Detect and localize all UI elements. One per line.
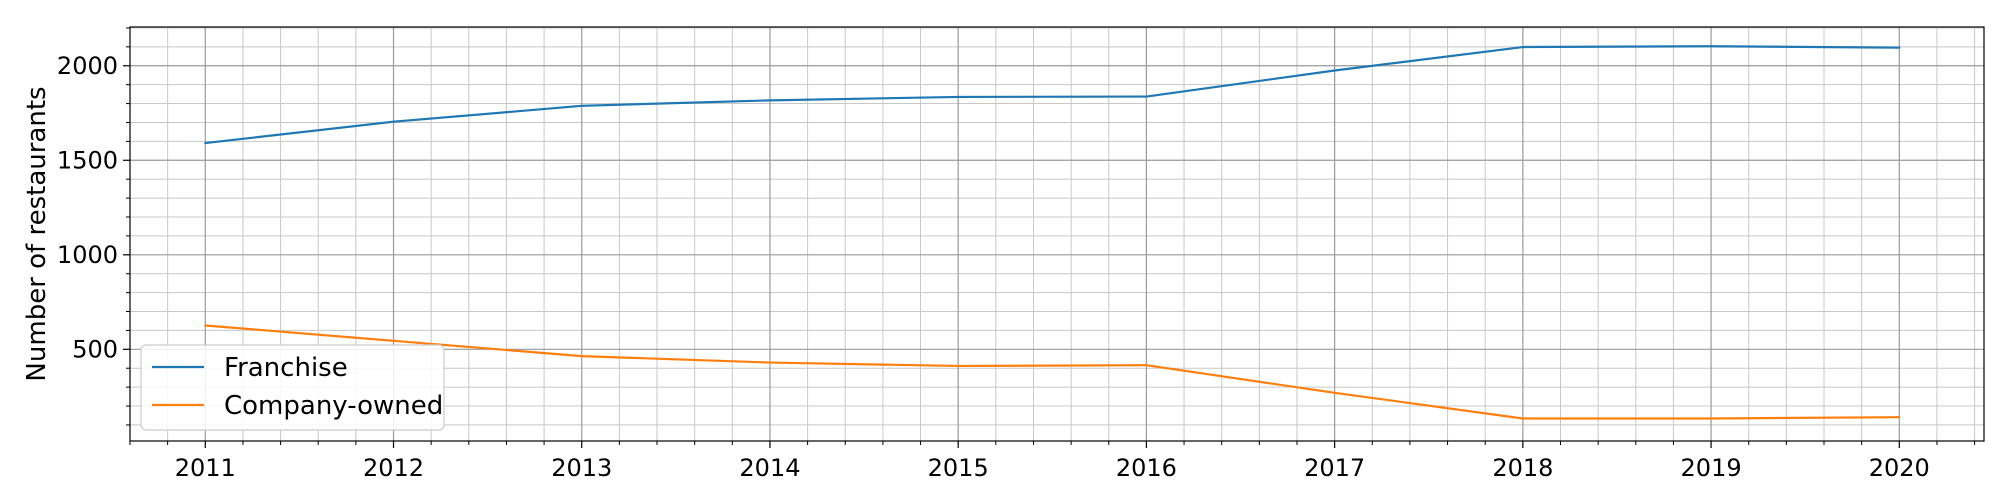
- x-tick-label: 2015: [928, 454, 989, 482]
- y-tick-label: 1000: [57, 241, 118, 269]
- y-tick-labels: 500 1000 1500 2000: [57, 52, 118, 364]
- y-tick-label: 500: [72, 335, 118, 363]
- x-tick-label: 2018: [1492, 454, 1553, 482]
- legend-label-franchise: Franchise: [224, 353, 348, 383]
- x-tick-label: 2014: [739, 454, 800, 482]
- x-tick-label: 2012: [363, 454, 424, 482]
- x-tick-label: 2019: [1681, 454, 1742, 482]
- x-tick-label: 2020: [1869, 454, 1930, 482]
- series-line-company-owned: [205, 325, 1899, 418]
- x-tick-label: 2013: [551, 454, 612, 482]
- legend-label-company-owned: Company-owned: [224, 391, 443, 421]
- series-line-franchise: [205, 46, 1899, 143]
- legend: Franchise Company-owned: [141, 345, 444, 430]
- series-lines: [205, 46, 1899, 418]
- y-tick-label: 1500: [57, 146, 118, 174]
- x-tick-labels: 2011 2012 2013 2014 2015 2016 2017 2018 2019 2020: [175, 454, 1930, 482]
- x-tick-label: 2017: [1304, 454, 1365, 482]
- y-axis-label: Number of restaurants: [22, 86, 52, 381]
- x-tick-label: 2016: [1116, 454, 1177, 482]
- y-tick-label: 2000: [57, 52, 118, 80]
- x-tick-label: 2011: [175, 454, 236, 482]
